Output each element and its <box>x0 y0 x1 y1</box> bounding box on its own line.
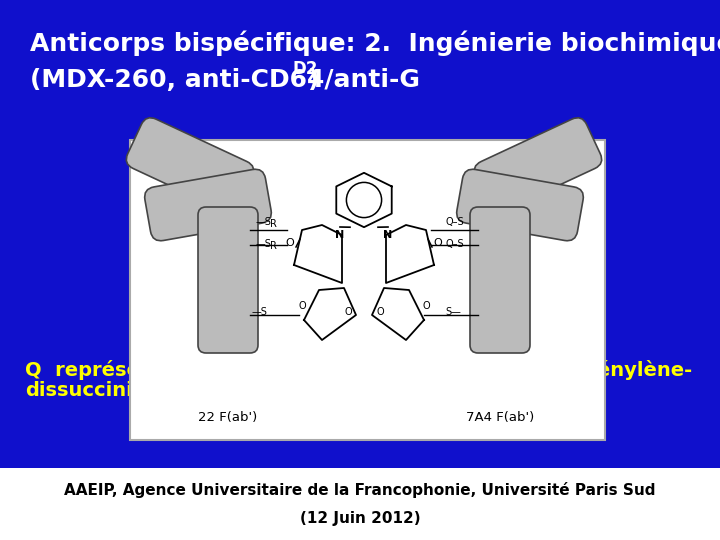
FancyBboxPatch shape <box>470 207 530 353</box>
Text: (12 Juin 2012): (12 Juin 2012) <box>300 510 420 525</box>
Text: O: O <box>298 301 306 311</box>
Text: —S: —S <box>256 217 272 227</box>
FancyBboxPatch shape <box>126 118 253 212</box>
Text: R: R <box>270 241 277 251</box>
Text: S—: S— <box>445 307 461 317</box>
Text: AAEIP, Agence Universitaire de la Francophonie, Université Paris Sud: AAEIP, Agence Universitaire de la Franco… <box>64 482 656 498</box>
Text: ): ) <box>308 68 320 92</box>
Text: 7A4 F(ab'): 7A4 F(ab') <box>466 411 534 424</box>
Text: —S: —S <box>256 239 272 249</box>
FancyBboxPatch shape <box>456 169 583 241</box>
Text: (MDX-260, anti-CD64/anti-G: (MDX-260, anti-CD64/anti-G <box>30 68 420 92</box>
Text: Anticorps bispécifique: 2.  Ingénierie biochimique: Anticorps bispécifique: 2. Ingénierie bi… <box>30 30 720 56</box>
Text: N: N <box>383 230 392 240</box>
Text: O: O <box>422 301 430 311</box>
Text: dissuccinimidyl: dissuccinimidyl <box>25 381 193 400</box>
Text: D2: D2 <box>292 60 318 78</box>
Text: N: N <box>336 230 345 240</box>
Text: Q–S: Q–S <box>445 217 464 227</box>
Text: Q–S: Q–S <box>445 239 464 249</box>
Text: O: O <box>344 307 352 317</box>
Text: Q  représente  le  N-éthyl  succinimidyl;  R,  le  O-phénylène-: Q représente le N-éthyl succinimidyl; R,… <box>25 360 692 380</box>
FancyBboxPatch shape <box>474 118 602 212</box>
Text: O: O <box>286 238 294 248</box>
Bar <box>0 468 720 540</box>
Text: O: O <box>376 307 384 317</box>
Text: 22 F(ab'): 22 F(ab') <box>199 411 258 424</box>
Bar <box>130 140 605 440</box>
FancyBboxPatch shape <box>145 169 271 241</box>
Text: —S: —S <box>252 307 268 317</box>
Text: R: R <box>270 219 277 229</box>
FancyBboxPatch shape <box>198 207 258 353</box>
Text: O: O <box>433 238 442 248</box>
